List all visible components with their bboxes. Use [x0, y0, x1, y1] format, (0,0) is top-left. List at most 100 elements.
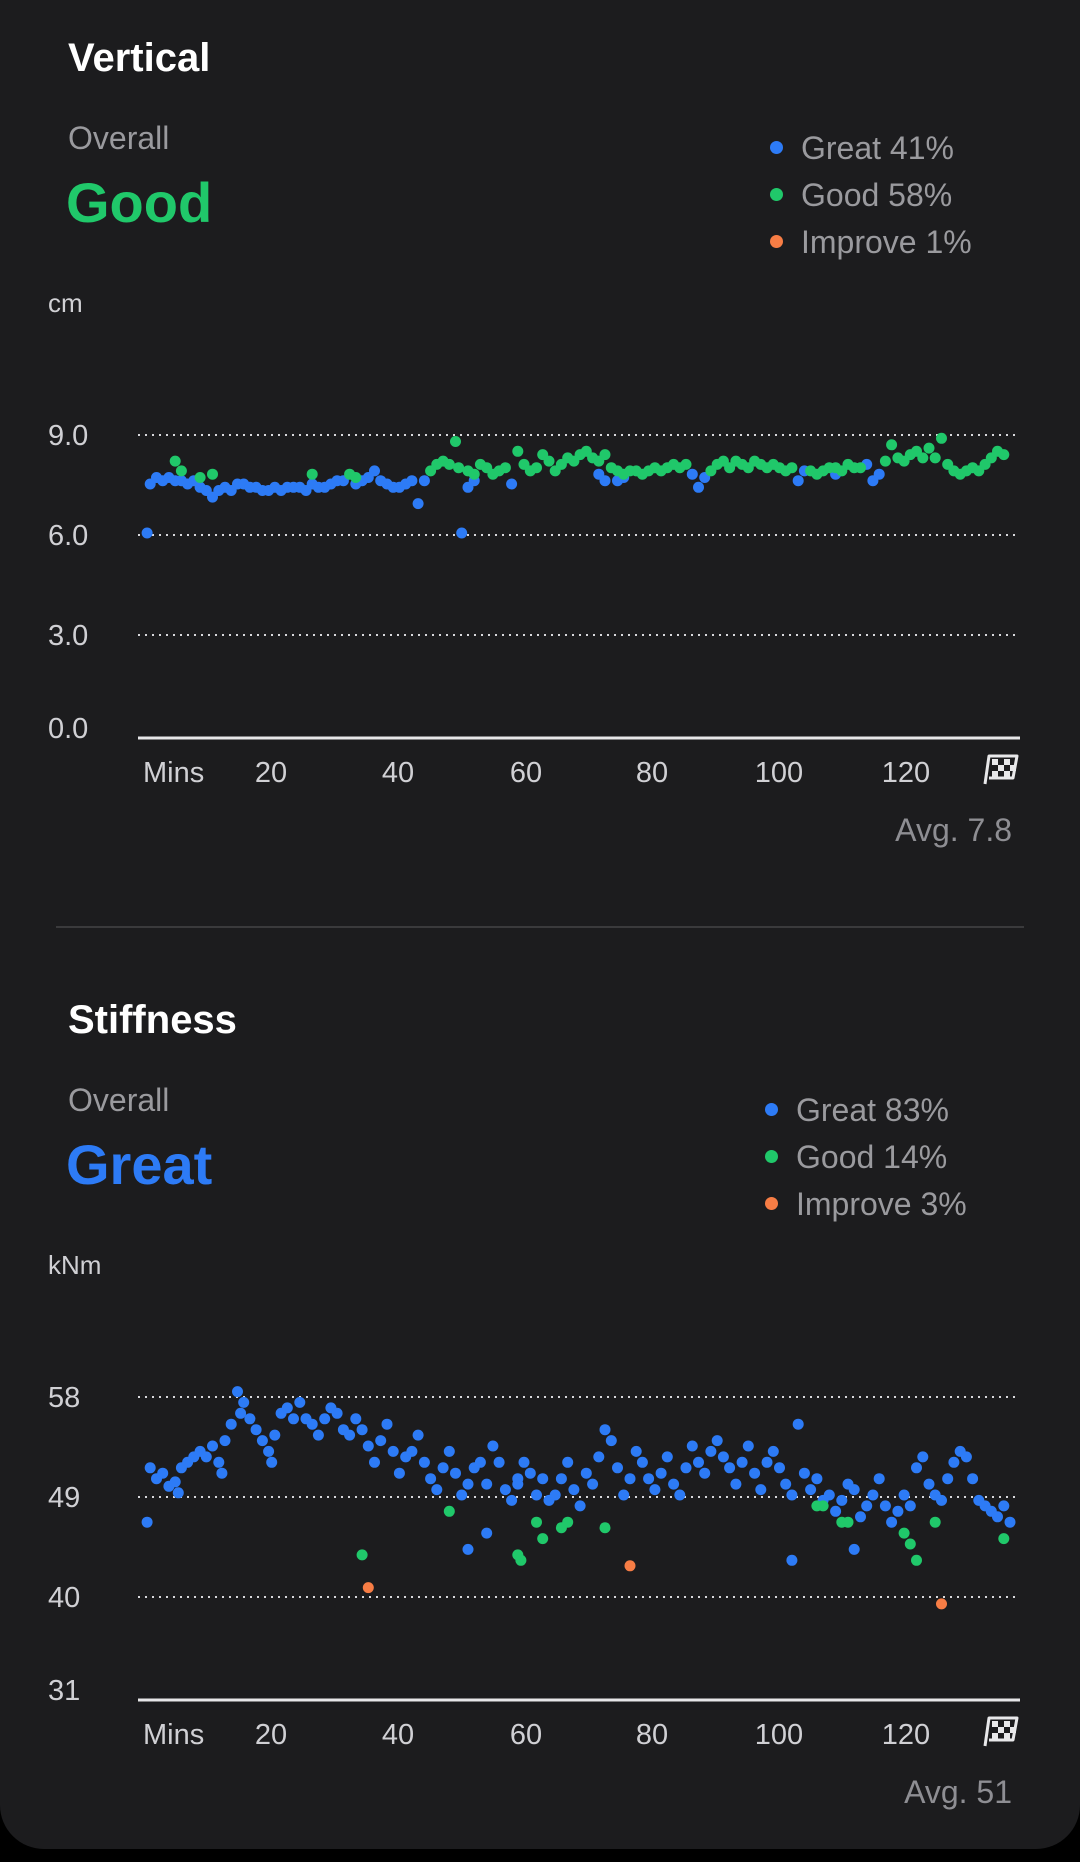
- data-point-great: [481, 1478, 493, 1490]
- data-point-great: [655, 1467, 667, 1479]
- legend-label: Improve 3%: [796, 1186, 967, 1222]
- data-point-great: [774, 1462, 785, 1474]
- data-point-great: [649, 1484, 661, 1496]
- data-point-great: [836, 1494, 848, 1506]
- legend-item-improve: Improve 3%: [765, 1184, 967, 1231]
- x-tick-label: 120: [882, 1719, 930, 1751]
- legend-label: Improve 1%: [801, 224, 972, 260]
- data-point-great: [823, 1489, 835, 1501]
- legend-item-good: Good 58%: [770, 175, 972, 222]
- data-point-great: [456, 1489, 468, 1501]
- data-point-great: [998, 1500, 1010, 1512]
- legend: Great 83% Good 14% Improve 3%: [765, 1090, 967, 1231]
- data-point-great: [761, 1456, 773, 1468]
- y-tick-label: 49: [48, 1482, 80, 1514]
- data-point-great: [892, 1505, 904, 1517]
- data-point-great: [636, 1456, 648, 1468]
- data-point-great: [686, 468, 698, 480]
- legend-item-improve: Improve 1%: [770, 222, 972, 269]
- data-point-great: [172, 1487, 184, 1499]
- data-point-good: [499, 462, 511, 474]
- data-point-good: [512, 445, 524, 457]
- data-point-great: [605, 1435, 617, 1447]
- data-point-great: [848, 1484, 860, 1496]
- data-point-good: [904, 1538, 916, 1550]
- data-point-good: [998, 1533, 1010, 1545]
- data-point-great: [256, 1435, 268, 1447]
- data-point-good: [350, 472, 362, 483]
- data-point-great: [369, 465, 380, 477]
- data-point-great: [811, 1473, 823, 1485]
- data-point-great: [425, 1473, 437, 1485]
- overall-value: Good: [66, 171, 213, 234]
- data-point-good: [929, 1516, 941, 1528]
- data-point-great: [580, 1467, 592, 1479]
- data-point-great: [549, 1489, 561, 1501]
- data-point-great: [599, 1424, 611, 1436]
- data-point-great: [406, 1445, 418, 1457]
- data-point-great: [879, 1500, 891, 1512]
- x-tick-label: 60: [510, 757, 542, 789]
- data-point-great: [755, 1484, 767, 1496]
- data-point-great: [736, 1456, 748, 1468]
- data-point-great: [717, 1451, 729, 1463]
- data-point-great: [680, 1462, 692, 1474]
- data-point-good: [680, 458, 692, 470]
- data-point-good: [468, 468, 480, 480]
- average-label: Avg. 51: [904, 1774, 1012, 1810]
- data-point-great: [848, 1543, 860, 1555]
- data-point-good: [537, 1533, 549, 1545]
- data-point-great: [235, 1407, 247, 1419]
- legend-item-great: Great 41%: [770, 128, 972, 175]
- data-point-good: [929, 452, 941, 464]
- data-point-great: [250, 1424, 262, 1436]
- data-point-great: [362, 1440, 374, 1452]
- data-point-great: [356, 1424, 368, 1436]
- data-point-great: [917, 1451, 929, 1463]
- data-point-great: [219, 1435, 231, 1447]
- data-point-great: [462, 1478, 474, 1490]
- data-point-great: [830, 1505, 842, 1517]
- y-tick-label: 40: [48, 1582, 80, 1614]
- data-point-great: [263, 1445, 275, 1457]
- data-point-great: [412, 498, 424, 510]
- good-dot-icon: [770, 188, 783, 202]
- data-point-great: [674, 1489, 686, 1501]
- data-point-great: [418, 475, 430, 487]
- checkered-flag-icon: [983, 754, 1019, 785]
- data-point-great: [693, 481, 704, 493]
- data-point-good: [599, 449, 611, 461]
- data-point-great: [319, 1413, 331, 1425]
- y-tick-label: 6.0: [48, 520, 88, 552]
- data-point-great: [911, 1462, 922, 1474]
- data-point-good: [898, 1527, 910, 1539]
- stiffness-section: Stiffness Overall Great Great 83% Good 1…: [0, 962, 1080, 1862]
- data-point-great: [792, 1418, 804, 1430]
- legend-item-good: Good 14%: [765, 1137, 967, 1184]
- data-point-great: [942, 1473, 954, 1485]
- data-point-great: [612, 1462, 623, 1474]
- data-point-great: [493, 1456, 505, 1468]
- data-point-great: [749, 1467, 761, 1479]
- data-point-good: [543, 455, 555, 467]
- data-point-great: [873, 468, 885, 480]
- data-point-great: [406, 475, 418, 487]
- data-point-great: [873, 1473, 885, 1485]
- data-point-good: [194, 472, 206, 483]
- data-point-great: [904, 1500, 916, 1512]
- data-point-great: [805, 1484, 817, 1496]
- data-point-great: [266, 1456, 278, 1468]
- data-point-great: [518, 1456, 530, 1468]
- data-point-good: [786, 462, 798, 474]
- data-point-great: [568, 1484, 580, 1496]
- data-point-great: [786, 1554, 798, 1566]
- stiffness-chart: kNm 58 49 40 31 Mins 20 40 60 80 100 120: [48, 1250, 1020, 1751]
- data-point-great: [456, 527, 468, 539]
- great-dot-icon: [770, 141, 783, 155]
- data-point-great: [524, 1467, 536, 1479]
- x-tick-label: 40: [382, 1719, 414, 1751]
- data-point-great: [216, 1467, 228, 1479]
- data-point-great: [200, 1451, 212, 1463]
- data-point-great: [531, 1489, 542, 1501]
- data-point-great: [369, 1456, 380, 1468]
